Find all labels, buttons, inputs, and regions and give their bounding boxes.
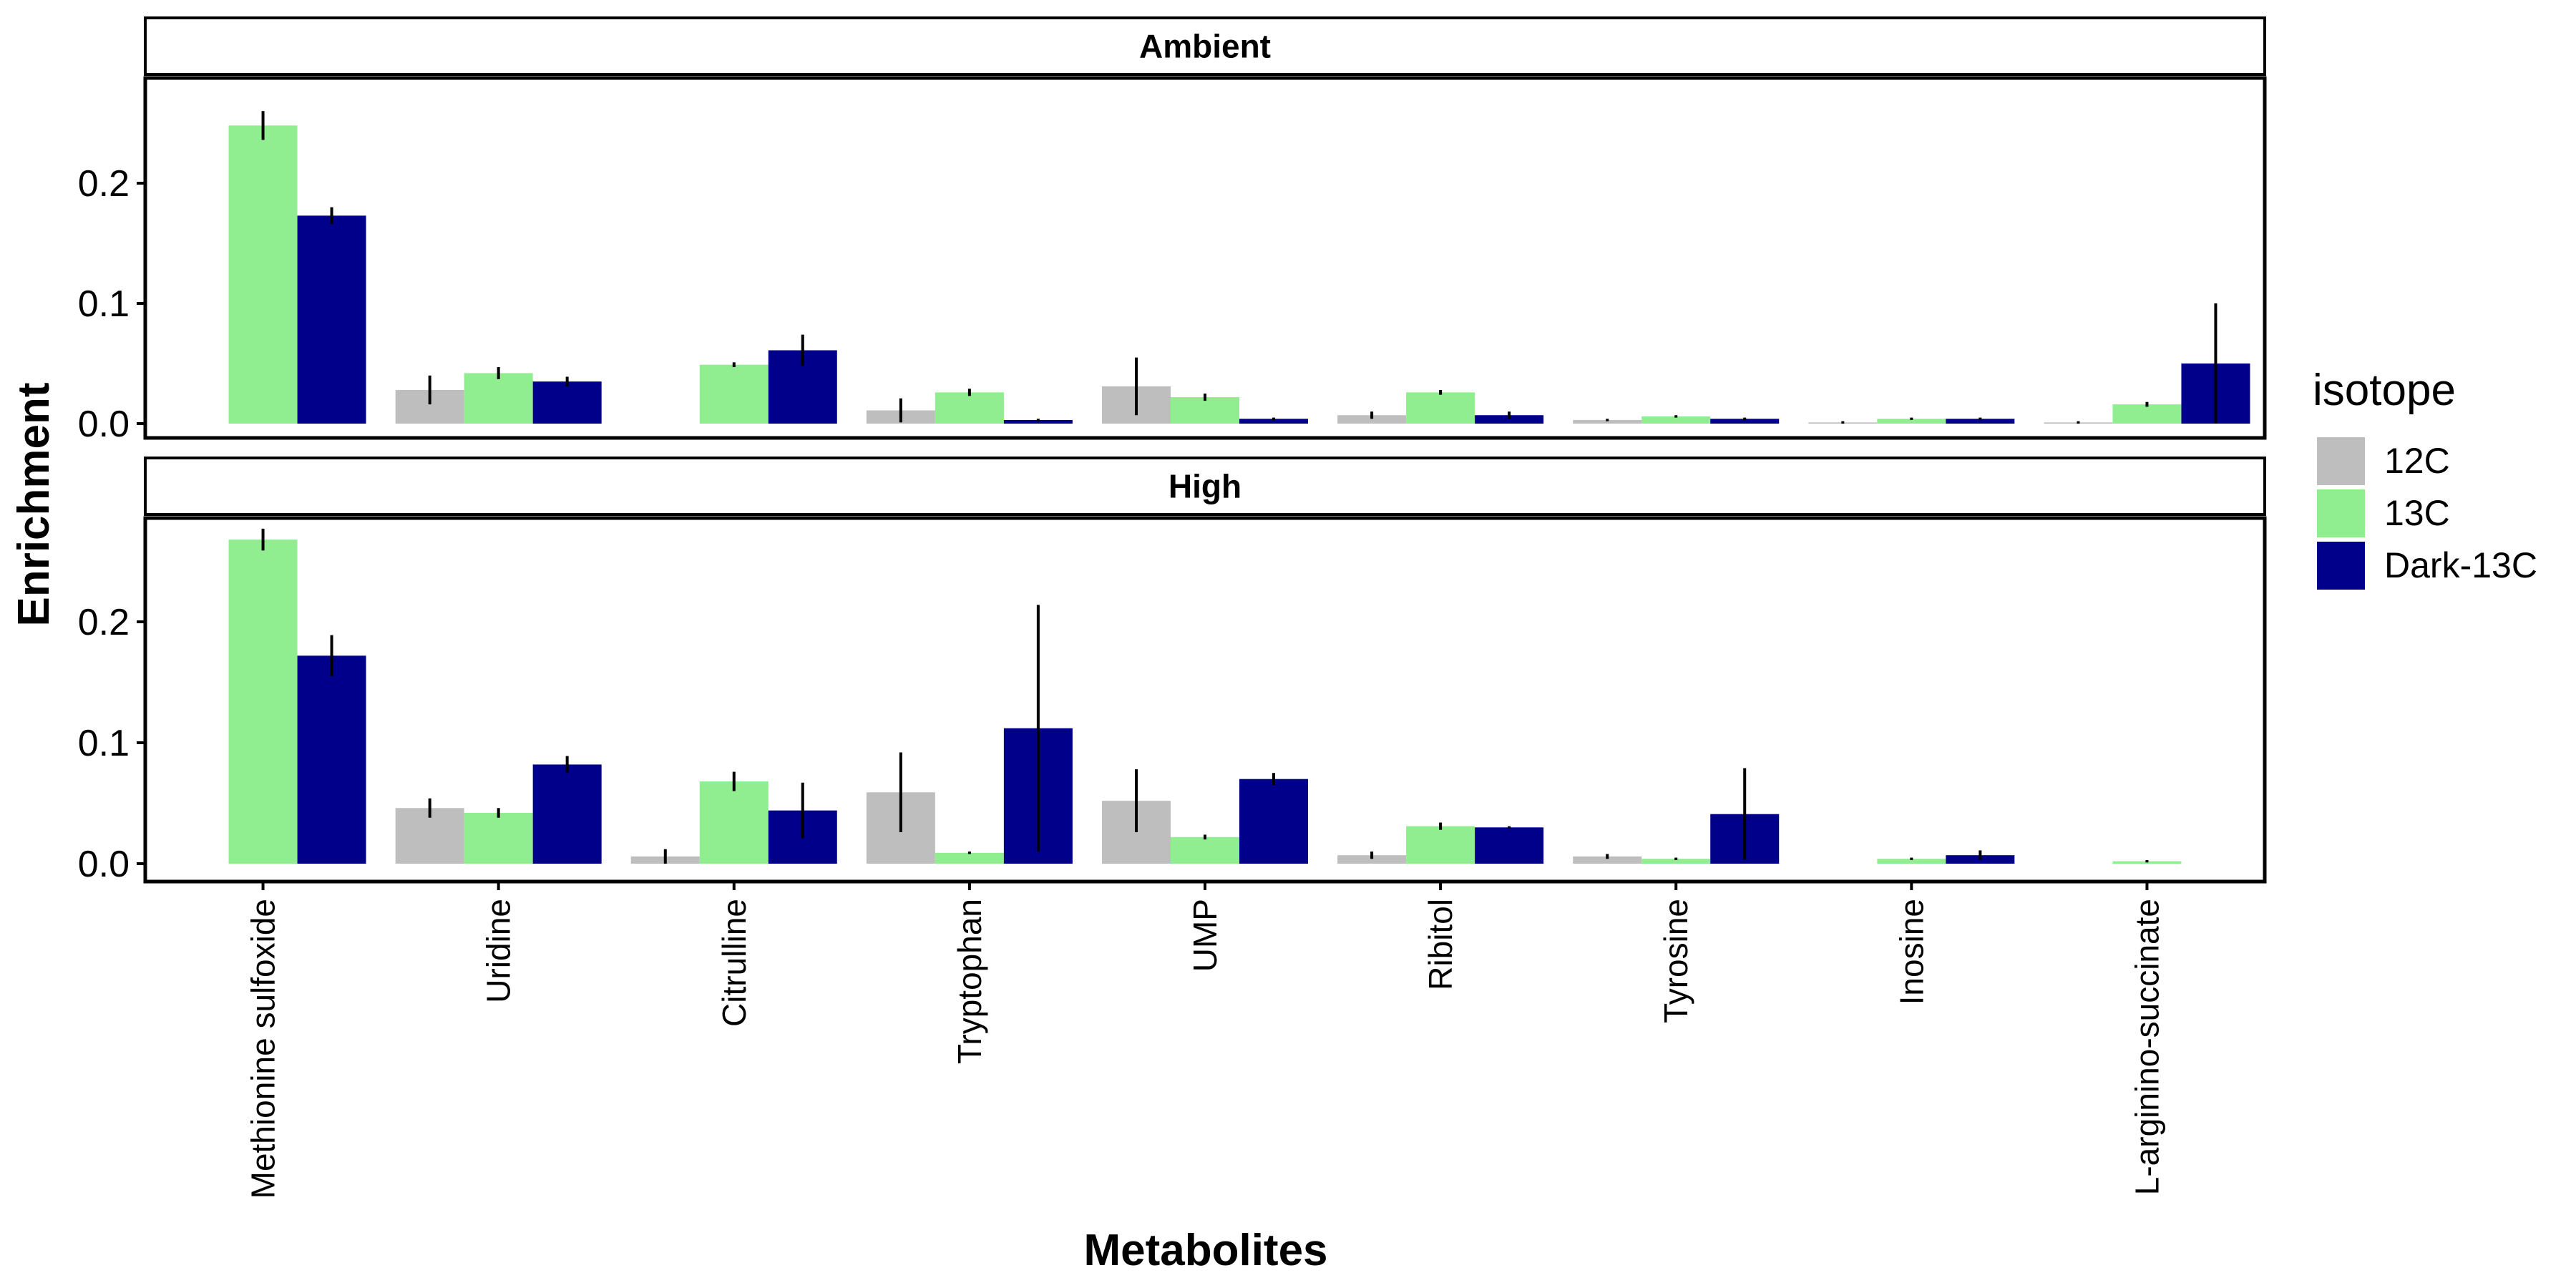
- bar-dark-13c-uridine: [532, 381, 602, 424]
- y-tick-label: 0.1: [78, 283, 130, 325]
- bar-dark-13c-methionine-sulfoxide: [297, 655, 366, 864]
- bar-13c-methionine-sulfoxide: [228, 540, 298, 864]
- bar-dark-13c-ribitol: [1475, 827, 1544, 864]
- panel-title: High: [1169, 468, 1241, 505]
- bar-12c-ribitol: [1337, 415, 1407, 424]
- x-tick-label-l-arginino-succinate: L-arginino-succinate: [2128, 899, 2165, 1195]
- panel-strip: [144, 16, 2266, 76]
- bar-13c-tryptophan: [935, 392, 1004, 424]
- bar-13c-ribitol: [1406, 826, 1475, 864]
- bar-12c-ribitol: [1337, 855, 1407, 864]
- x-tick-label-uridine: Uridine: [480, 899, 517, 1003]
- panel-border: [143, 76, 2267, 440]
- legend-swatch-13c: [2317, 489, 2365, 537]
- bar-dark-13c-tryptophan: [1003, 419, 1073, 424]
- legend-label-12c: 12C: [2384, 441, 2450, 481]
- panels-group: Ambient 0.0 0.1 0.2 High 0.0 0.1 0.2: [78, 16, 2267, 885]
- bar-dark-13c-ump: [1239, 419, 1308, 424]
- x-tick-label-tyrosine: Tyrosine: [1657, 899, 1694, 1023]
- legend: isotope 12C 13C Dark-13C: [2313, 366, 2537, 590]
- bar-13c-ump: [1171, 836, 1239, 864]
- legend-label-13c: 13C: [2384, 493, 2450, 533]
- x-tick-label-methionine-sulfoxide: Methionine sulfoxide: [245, 899, 282, 1199]
- bar-13c-ump: [1171, 397, 1239, 424]
- bar-13c-inosine: [1877, 419, 1946, 424]
- y-tick-label: 0.0: [78, 404, 130, 445]
- bars: [228, 528, 2182, 864]
- bar-dark-13c-inosine: [1946, 419, 2015, 424]
- panel-high: High 0.0 0.1 0.2: [78, 457, 2267, 885]
- bar-13c-uridine: [464, 373, 533, 424]
- x-tick-label-inosine: Inosine: [1893, 899, 1930, 1005]
- x-tick-label-ribitol: Ribitol: [1422, 899, 1459, 990]
- x-tick-label-citrulline: Citrulline: [716, 899, 753, 1027]
- bars: [228, 111, 2250, 424]
- bar-dark-13c-ump: [1239, 779, 1308, 864]
- bar-13c-tyrosine: [1641, 859, 1711, 864]
- bar-13c-citrulline: [699, 781, 769, 864]
- panel-title: Ambient: [1139, 28, 1271, 65]
- x-tick-label-ump: UMP: [1186, 899, 1224, 972]
- x-tick-label-tryptophan: Tryptophan: [951, 899, 988, 1064]
- panel-strip: [144, 457, 2266, 516]
- y-tick-label: 0.2: [78, 163, 130, 205]
- x-axis-title: Metabolites: [1083, 1226, 1327, 1275]
- bar-12c-tyrosine: [1573, 856, 1642, 864]
- bar-13c-ribitol: [1406, 392, 1475, 424]
- bar-13c-methionine-sulfoxide: [228, 125, 298, 424]
- bar-dark-13c-ribitol: [1475, 415, 1544, 424]
- panel-ambient: Ambient 0.0 0.1 0.2: [78, 16, 2267, 445]
- legend-label-dark-13c: Dark-13C: [2384, 545, 2537, 585]
- y-tick-label: 0.1: [78, 723, 130, 764]
- bar-13c-tryptophan: [935, 852, 1004, 864]
- bar-13c-uridine: [464, 813, 533, 864]
- bar-12c-tyrosine: [1573, 419, 1642, 424]
- legend-title: isotope: [2313, 366, 2456, 415]
- legend-swatch-dark-13c: [2317, 542, 2365, 590]
- bar-dark-13c-tyrosine: [1710, 419, 1780, 424]
- y-tick-label: 0.0: [78, 844, 130, 885]
- legend-swatch-12c: [2317, 437, 2365, 485]
- bar-13c-inosine: [1877, 859, 1946, 864]
- y-axis-title: Enrichment: [9, 382, 59, 626]
- bar-13c-tyrosine: [1641, 416, 1711, 424]
- bar-13c-citrulline: [699, 364, 769, 424]
- bar-dark-13c-uridine: [532, 764, 602, 864]
- bar-dark-13c-methionine-sulfoxide: [297, 215, 366, 424]
- y-tick-label: 0.2: [78, 602, 130, 643]
- x-axis: Methionine sulfoxide Uridine Citrulline Try…: [245, 882, 2165, 1199]
- bar-13c-l-arginino-succinate: [2112, 404, 2182, 424]
